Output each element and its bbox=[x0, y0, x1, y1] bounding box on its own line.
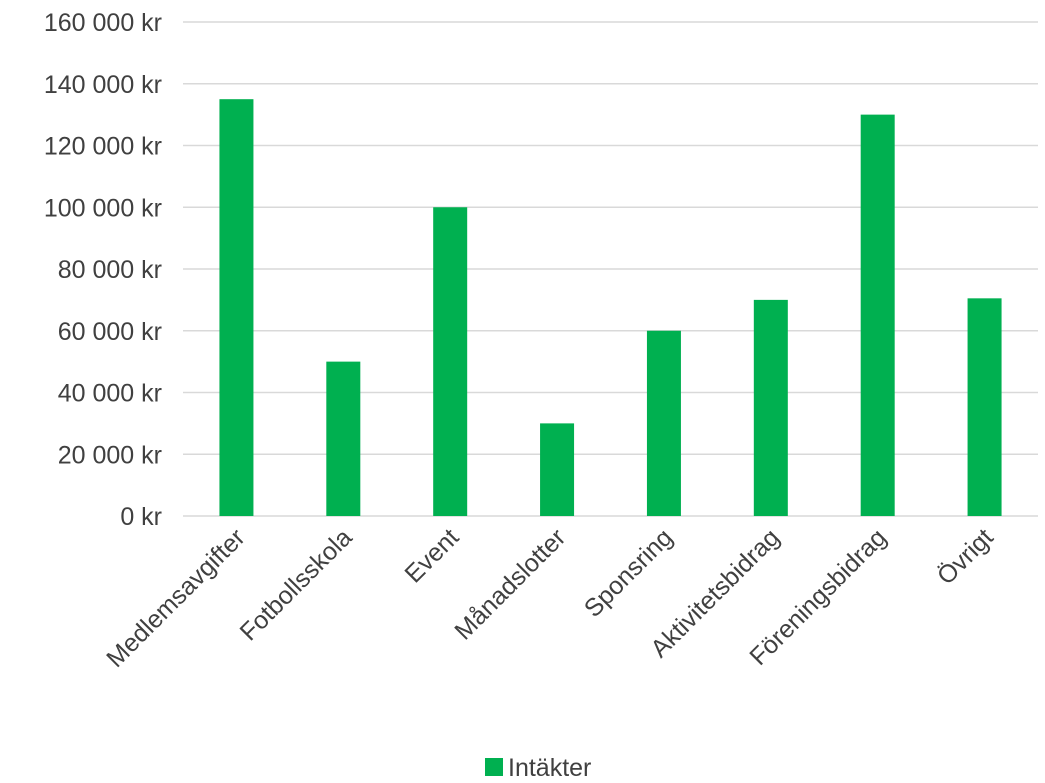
y-tick-label: 100 000 kr bbox=[44, 194, 162, 222]
legend: Intäkter bbox=[485, 754, 591, 782]
bar bbox=[860, 114, 895, 516]
y-tick-label: 60 000 kr bbox=[58, 318, 162, 346]
gridlines bbox=[183, 21, 1038, 517]
bar bbox=[433, 207, 468, 516]
y-tick-label: 40 000 kr bbox=[58, 380, 162, 408]
bar bbox=[326, 361, 361, 516]
x-category-label: Event bbox=[399, 523, 464, 588]
y-tick-label: 140 000 kr bbox=[44, 71, 162, 99]
y-tick-label: 0 kr bbox=[120, 503, 162, 531]
x-category-label: Fotbollsskola bbox=[235, 523, 358, 646]
bars bbox=[219, 99, 1002, 516]
x-category-label: Sponsring bbox=[579, 523, 678, 622]
y-tick-label: 80 000 kr bbox=[58, 256, 162, 284]
y-tick-label: 20 000 kr bbox=[58, 441, 162, 469]
bar bbox=[540, 423, 575, 516]
y-tick-label: 160 000 kr bbox=[44, 9, 162, 37]
bar bbox=[967, 298, 1002, 516]
x-category-label: Månadslotter bbox=[449, 523, 571, 645]
x-category-label: Medlemsavgifter bbox=[101, 523, 250, 672]
y-tick-label: 120 000 kr bbox=[44, 133, 162, 161]
legend-swatch bbox=[485, 758, 503, 776]
bar bbox=[646, 330, 681, 516]
legend-label: Intäkter bbox=[508, 754, 591, 782]
x-category-label: Övrigt bbox=[932, 523, 999, 590]
bar bbox=[753, 299, 788, 516]
y-axis-tick-labels: 0 kr 20 000 kr 40 000 kr 60 000 kr 80 000 kr… bbox=[44, 9, 162, 531]
bar bbox=[219, 99, 254, 516]
